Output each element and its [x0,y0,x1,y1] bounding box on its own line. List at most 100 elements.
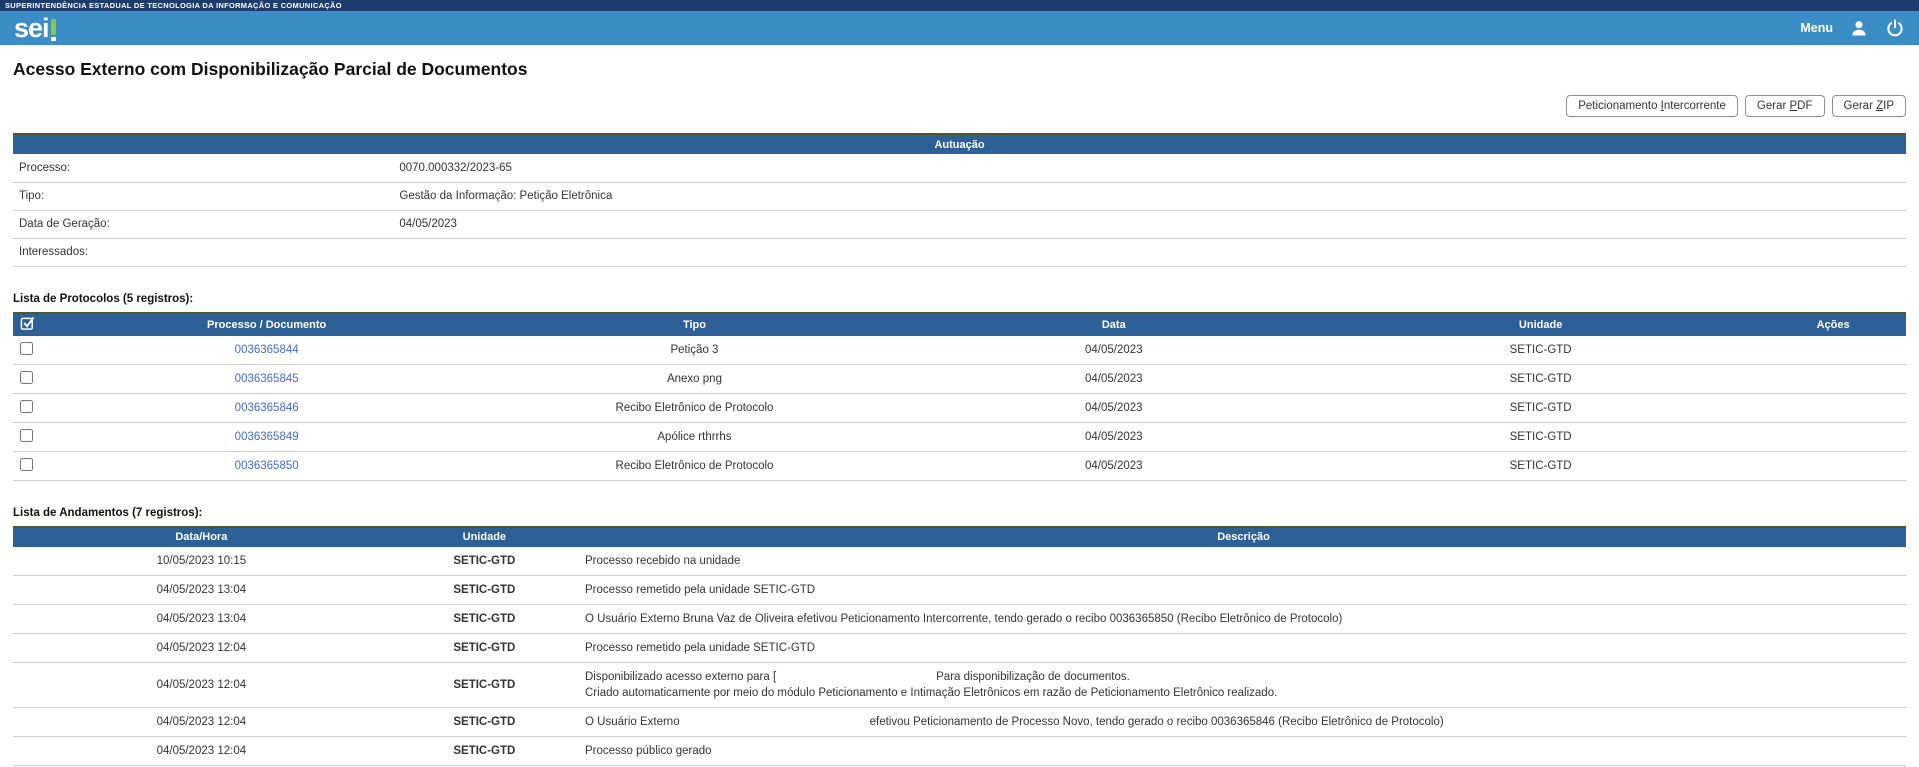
andamentos-table: Data/Hora Unidade Descrição 10/05/2023 1… [13,525,1906,766]
table-row: Processo: 0070.000332/2023-65 [13,154,1906,183]
gerar-zip-button[interactable]: Gerar ZIP [1831,95,1906,117]
table-row: 04/05/2023 13:04 SETIC-GTD O Usuário Exter… [13,604,1906,634]
table-row: 04/05/2023 12:04 SETIC-GTD Disponibilizado… [13,662,1906,708]
description-line: Processo remetido pela unidade SETIC-GTD [585,583,816,596]
field-label: Data de Geração: [13,210,396,239]
document-link[interactable]: 0036365849 [234,430,299,443]
col-tipo: Tipo [482,312,907,336]
datahora-cell: 04/05/2023 12:04 [13,662,390,708]
gerar-pdf-button[interactable]: Gerar PDF [1744,95,1825,117]
description-line: O Usuário Externo efetivou Peticionamento… [585,715,1444,728]
datahora-cell: 04/05/2023 13:04 [13,604,390,634]
app-header: sei Menu [0,11,1919,45]
acoes-cell [1760,393,1906,423]
description-line: Processo público gerado [585,744,712,757]
unidade-cell: SETIC-GTD [1321,364,1761,394]
toolbar: Peticionamento Intercorrente Gerar PDF G… [13,95,1906,117]
document-link[interactable]: 0036365845 [234,372,299,385]
tipo-cell: Recibo Eletrônico de Protocolo [482,393,907,423]
redacted-gap [680,724,870,725]
description-line: Disponibilizado acesso externo para [Par… [585,670,1130,683]
document-cell: 0036365845 [50,364,483,394]
field-label: Tipo: [13,182,396,211]
andamentos-section-title: Lista de Andamentos (7 registros): [13,506,203,519]
sei-logo-text: sei [14,13,50,43]
unidade-cell: SETIC-GTD [1321,422,1761,452]
descricao-cell: O Usuário Externo Bruna Vaz de Oliveira … [579,604,1906,634]
field-value: 04/05/2023 [395,210,1906,239]
table-row: 0036365844 Petição 3 04/05/2023 SETIC-GTD [13,335,1906,365]
unidade-cell: SETIC-GTD [389,575,579,605]
unidade-cell: SETIC-GTD [389,662,579,708]
row-checkbox[interactable] [20,428,33,442]
table-row: Data de Geração: 04/05/2023 [13,210,1906,239]
tipo-cell: Apólice rthrrhs [482,422,907,452]
data-cell: 04/05/2023 [906,393,1322,423]
description-line: O Usuário Externo Bruna Vaz de Oliveira … [585,612,1343,625]
table-row: Tipo: Gestão da Informação: Petição Eletr… [13,182,1906,211]
peticionamento-intercorrente-button[interactable]: Peticionamento Intercorrente [1566,95,1738,117]
col-unidade: Unidade [389,526,579,547]
unidade-cell: SETIC-GTD [389,546,579,576]
data-cell: 04/05/2023 [906,422,1322,452]
descricao-cell: O Usuário Externo efetivou Peticionamento… [579,707,1906,737]
unidade-cell: SETIC-GTD [1321,393,1761,423]
col-processo-documento: Processo / Documento [50,312,483,336]
sei-logo: sei [14,13,56,43]
checkbox-cell [13,335,51,365]
checkbox-cell [13,451,51,481]
acoes-cell [1760,422,1906,452]
protocolos-section-title: Lista de Protocolos (5 registros): [13,292,194,305]
page-title: Acesso Externo com Disponibilização Parc… [13,59,528,79]
checkbox-cell [13,422,51,452]
table-row: 0036365846 Recibo Eletrônico de Protocolo… [13,393,1906,423]
col-unidade: Unidade [1321,312,1761,336]
document-cell: 0036365849 [50,422,483,452]
field-label: Processo: [13,154,396,183]
datahora-cell: 04/05/2023 13:04 [13,575,390,605]
table-row: 0036365849 Apólice rthrrhs 04/05/2023 SETIC… [13,422,1906,452]
col-data: Data [906,312,1322,336]
checkbox-cell [13,364,51,394]
autuacao-caption: Autuação [13,134,1906,154]
descricao-cell: Processo remetido pela unidade SETIC-GTD [579,633,1906,663]
data-cell: 04/05/2023 [906,335,1322,365]
table-row: 04/05/2023 13:04 SETIC-GTD Processo remeti… [13,575,1906,605]
datahora-cell: 04/05/2023 12:04 [13,707,390,737]
menu-button[interactable]: Menu [1800,21,1833,35]
acoes-cell [1760,335,1906,365]
document-link[interactable]: 0036365846 [234,401,299,414]
table-row: 04/05/2023 12:04 SETIC-GTD Processo remeti… [13,633,1906,663]
table-row: Interessados: [13,238,1906,267]
select-all-checkbox-icon[interactable] [20,316,35,331]
row-checkbox[interactable] [20,370,33,384]
document-link[interactable]: 0036365844 [234,343,299,356]
descricao-cell: Processo remetido pela unidade SETIC-GTD [579,575,1906,605]
col-descricao: Descrição [579,526,1906,547]
unidade-cell: SETIC-GTD [1321,451,1761,481]
data-cell: 04/05/2023 [906,364,1322,394]
document-link[interactable]: 0036365850 [234,459,299,472]
description-line: Criado automaticamente por meio do módul… [585,686,1278,699]
acoes-cell [1760,451,1906,481]
tipo-cell: Anexo png [482,364,907,394]
unidade-cell: SETIC-GTD [1321,335,1761,365]
col-acoes: Ações [1760,312,1906,336]
power-icon[interactable] [1885,18,1905,38]
row-checkbox[interactable] [20,341,33,355]
descricao-cell: Processo recebido na unidade [579,546,1906,576]
table-row: 10/05/2023 10:15 SETIC-GTD Processo recebi… [13,546,1906,576]
field-value [395,238,1906,267]
datahora-cell: 04/05/2023 12:04 [13,736,390,766]
row-checkbox[interactable] [20,399,33,413]
user-icon[interactable] [1849,18,1869,38]
tipo-cell: Petição 3 [482,335,907,365]
table-row: 04/05/2023 12:04 SETIC-GTD O Usuário Exter… [13,707,1906,737]
autuacao-table: Autuação Processo: 0070.000332/2023-65 Tip… [13,133,1906,267]
description-line: Processo recebido na unidade [585,554,741,567]
document-cell: 0036365850 [50,451,483,481]
acoes-cell [1760,364,1906,394]
row-checkbox[interactable] [20,457,33,471]
description-line: Processo remetido pela unidade SETIC-GTD [585,641,816,654]
datahora-cell: 10/05/2023 10:15 [13,546,390,576]
